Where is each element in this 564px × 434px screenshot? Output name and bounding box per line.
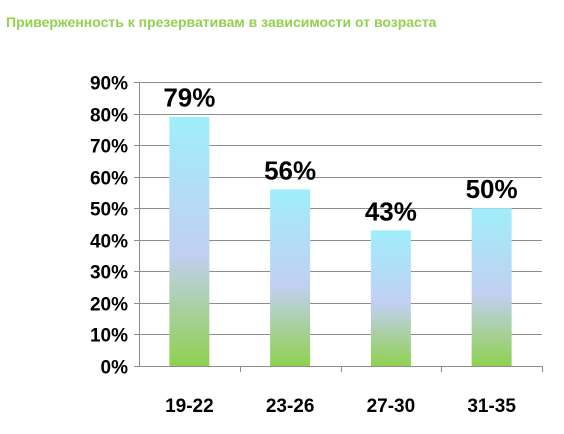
- chart-title: Приверженность к презервативам в зависим…: [6, 14, 437, 30]
- y-tick-label: 30%: [90, 263, 128, 284]
- data-label: 56%: [264, 155, 316, 185]
- x-tick-label: 19-22: [165, 396, 214, 417]
- bar-27-30: [370, 230, 411, 366]
- x-tick-label: 23-26: [266, 396, 315, 417]
- data-label: 50%: [466, 174, 518, 204]
- bars: [169, 116, 512, 366]
- x-tick-label: 31-35: [467, 396, 516, 417]
- axes: 0% 10% 20% 30% 40% 50% 60% 70% 80% 90%: [90, 74, 543, 379]
- y-tick-label: 50%: [90, 200, 128, 221]
- y-tick-label: 90%: [90, 74, 128, 95]
- y-tick-label: 0%: [101, 358, 129, 379]
- y-tick-label: 10%: [90, 326, 128, 347]
- y-tick-label: 40%: [90, 232, 128, 253]
- y-tick-label: 60%: [90, 169, 128, 190]
- bar-23-26: [270, 189, 311, 366]
- y-tick-label: 20%: [90, 295, 128, 316]
- bar-31-35: [471, 208, 512, 366]
- y-tick-label: 70%: [90, 137, 128, 158]
- y-tick-label: 80%: [90, 106, 128, 127]
- data-label: 43%: [365, 196, 417, 226]
- data-label: 79%: [163, 83, 215, 113]
- labels: 79% 19-22 56% 23-26 43% 27-30 50% 31-35: [163, 83, 517, 417]
- x-tick-label: 27-30: [367, 396, 416, 417]
- bar-19-22: [169, 116, 210, 366]
